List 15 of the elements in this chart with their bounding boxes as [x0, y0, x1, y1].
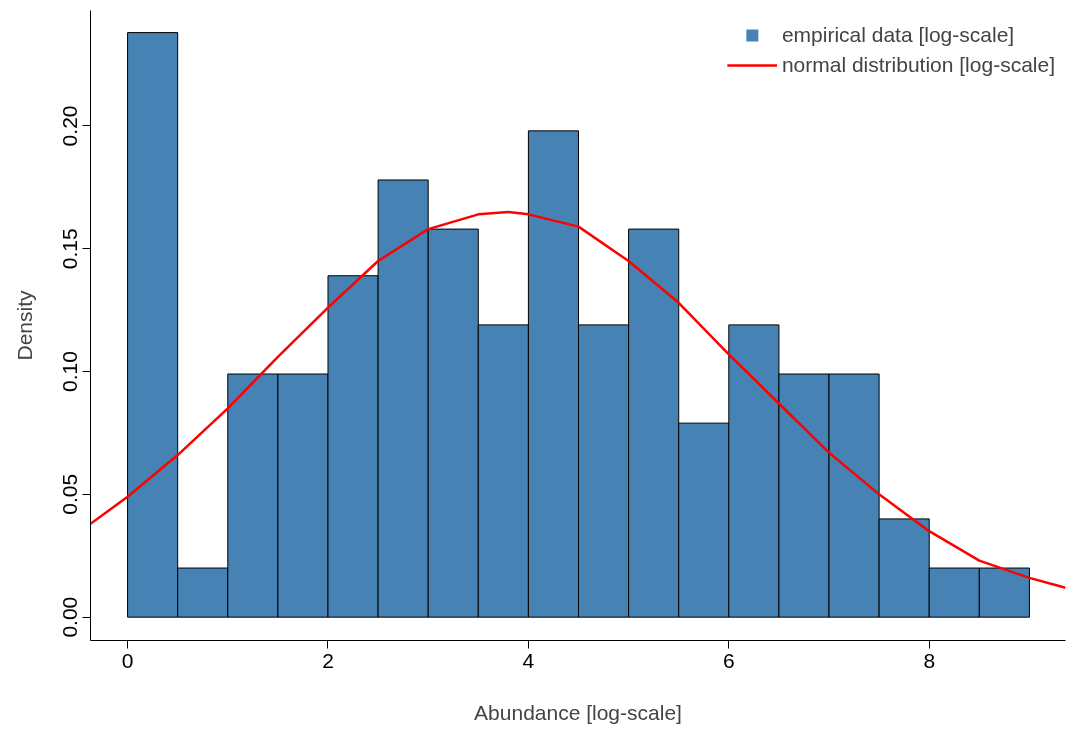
- x-tick-label: 4: [522, 648, 535, 672]
- x-tick-label: 2: [322, 648, 334, 672]
- y-tick-label: 0.20: [58, 105, 82, 147]
- legend-label: empirical data [log-scale]: [781, 23, 1015, 47]
- y-tick-label: 0.15: [58, 228, 82, 270]
- y-tick-label: 0.00: [58, 596, 82, 638]
- x-tick-label: 0: [121, 648, 134, 672]
- y-tick-label: 0.05: [58, 473, 82, 515]
- line-series: [90, 210, 1066, 589]
- y-axis-title: Density: [12, 289, 36, 361]
- y-tick-label: 0.10: [58, 351, 82, 392]
- legend-label: normal distribution [log-scale]: [781, 53, 1055, 77]
- x-axis-title: Abundance [log-scale]: [474, 700, 682, 724]
- x-tick-label: 8: [923, 648, 936, 672]
- x-tick-label: 6: [722, 648, 735, 672]
